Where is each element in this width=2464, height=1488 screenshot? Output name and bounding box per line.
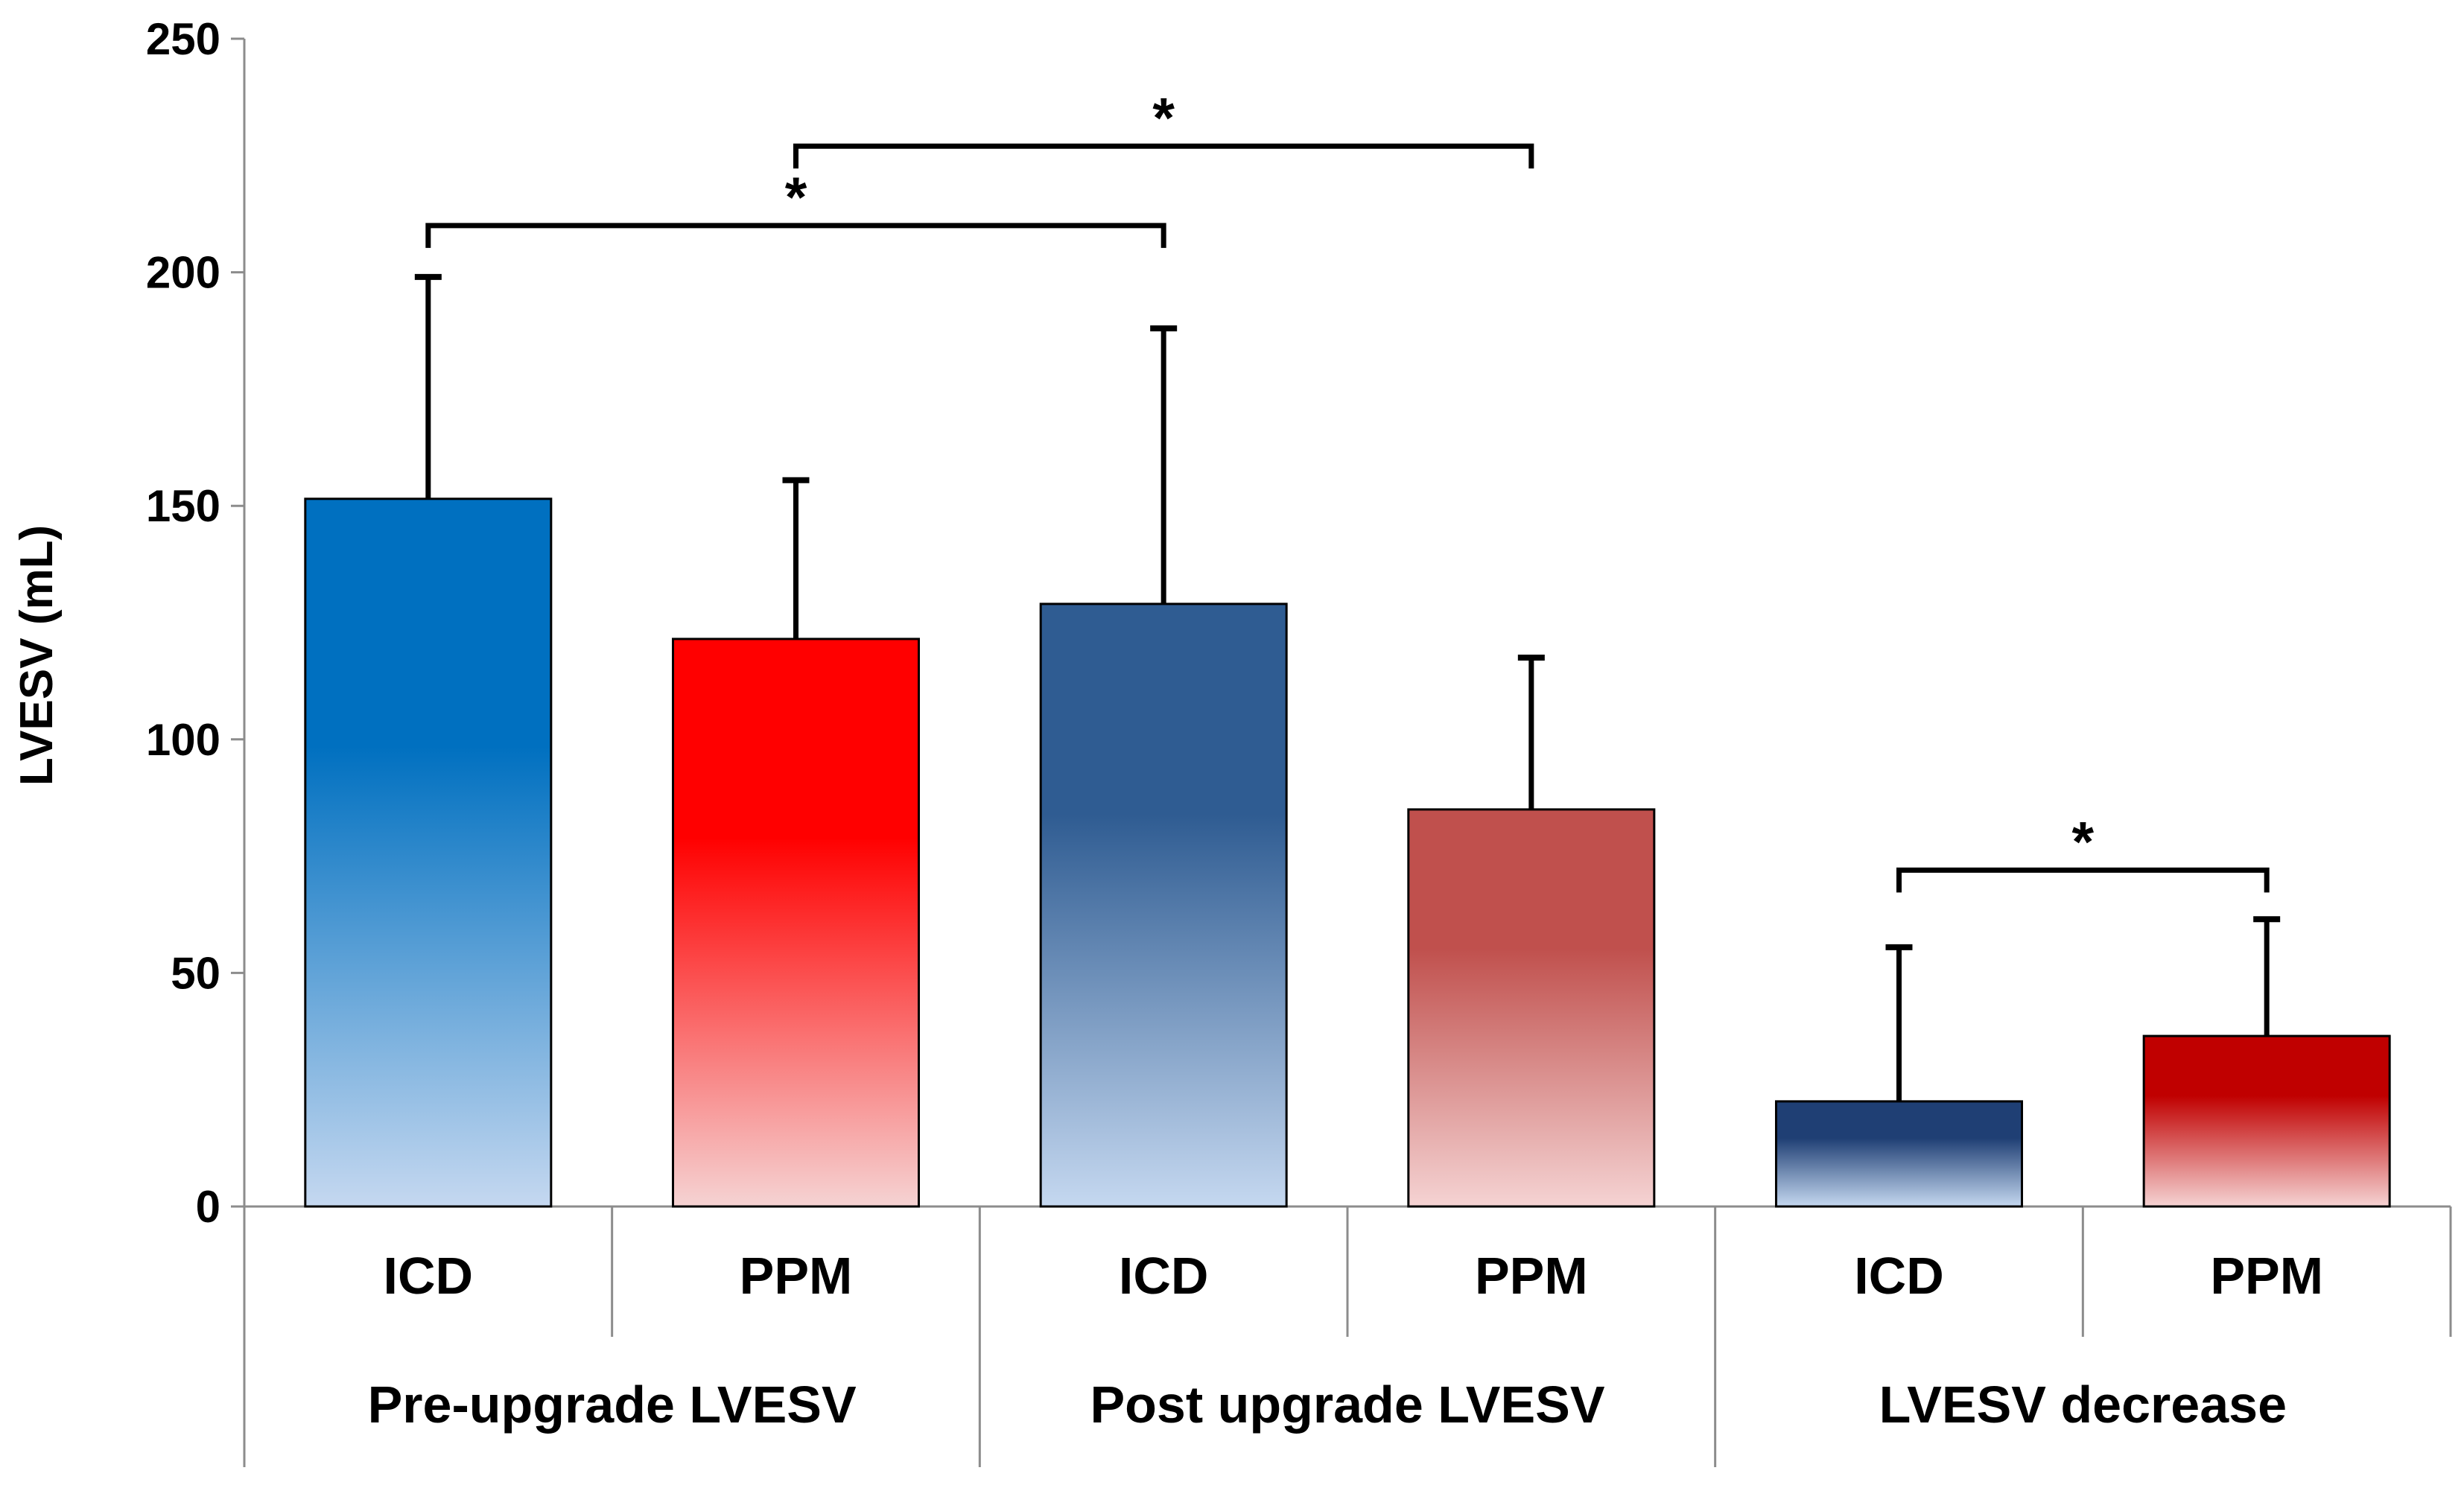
bar-ppm-1 <box>672 638 920 1208</box>
y-axis-label: LVESV (mL) <box>11 525 63 786</box>
significance-bracket <box>1896 867 2270 893</box>
bar-ppm-3 <box>1407 808 1656 1208</box>
group-label: Post upgrade LVESV <box>1090 1376 1604 1434</box>
significance-asterisk: * <box>785 166 807 229</box>
category-label: PPM <box>2210 1247 2323 1305</box>
group-label: Pre-upgrade LVESV <box>368 1376 857 1434</box>
category-label: PPM <box>1475 1247 1588 1305</box>
y-tick-label: 150 <box>146 481 220 531</box>
bar-icd-2 <box>1039 602 1288 1208</box>
significance-asterisk: * <box>1152 86 1175 150</box>
category-label: PPM <box>740 1247 853 1305</box>
significance-bracket <box>793 143 1534 169</box>
category-label: ICD <box>1854 1247 1944 1305</box>
bar-icd-0 <box>304 497 553 1208</box>
y-tick-label: 50 <box>171 948 220 998</box>
bar-ppm-5 <box>2142 1034 2391 1208</box>
y-tick-label: 250 <box>146 14 220 64</box>
group-label: LVESV decrease <box>1879 1376 2287 1434</box>
significance-asterisk: * <box>2072 810 2095 874</box>
y-tick-label: 0 <box>196 1182 220 1232</box>
category-label: ICD <box>1119 1247 1209 1305</box>
y-tick-label: 100 <box>146 715 220 765</box>
significance-bracket <box>425 223 1166 248</box>
y-tick-label: 200 <box>146 248 220 298</box>
category-label: ICD <box>384 1247 474 1305</box>
bar-icd-4 <box>1775 1100 2023 1208</box>
